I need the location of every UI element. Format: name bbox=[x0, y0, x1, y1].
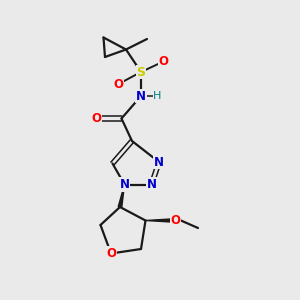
Polygon shape bbox=[118, 184, 124, 207]
Text: N: N bbox=[119, 178, 130, 191]
Text: O: O bbox=[158, 55, 169, 68]
Text: H: H bbox=[153, 91, 162, 101]
Text: O: O bbox=[91, 112, 101, 125]
Text: N: N bbox=[136, 89, 146, 103]
Text: N: N bbox=[146, 178, 157, 191]
Text: O: O bbox=[106, 247, 116, 260]
Text: O: O bbox=[170, 214, 181, 227]
Text: S: S bbox=[136, 65, 146, 79]
Polygon shape bbox=[146, 219, 176, 222]
Text: N: N bbox=[154, 155, 164, 169]
Text: O: O bbox=[113, 77, 124, 91]
